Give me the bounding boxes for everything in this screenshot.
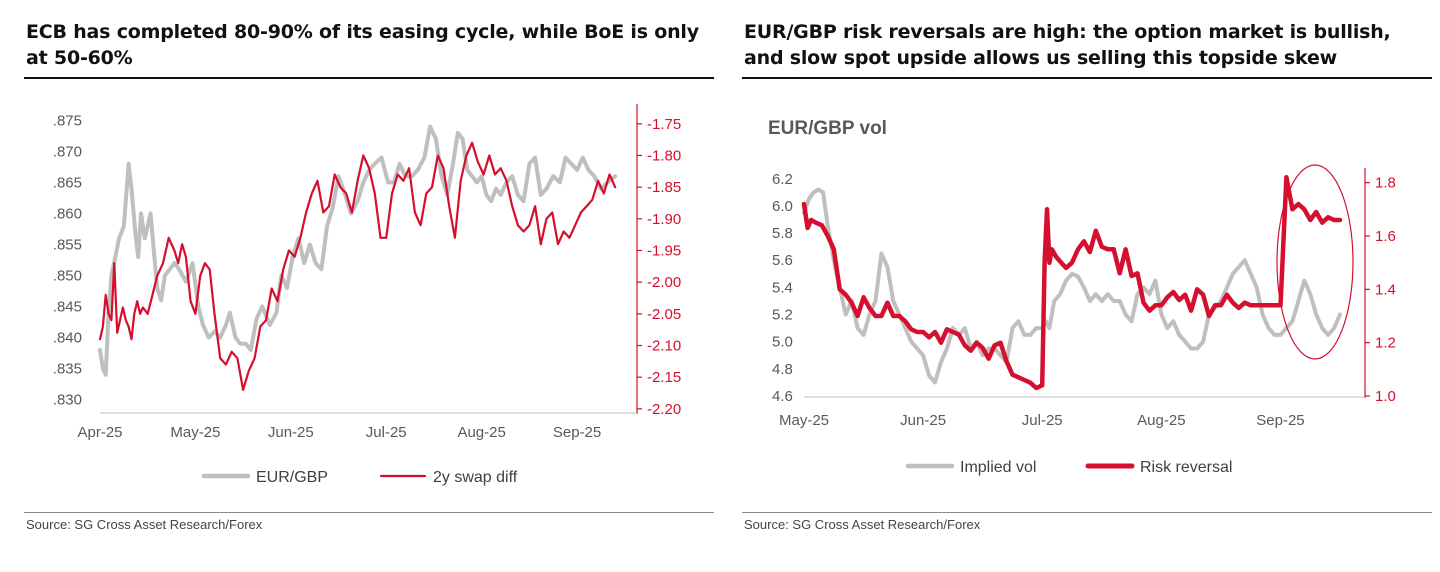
y-left-tick-label: .875 <box>53 112 82 129</box>
y-left-tick-label: 5.0 <box>772 334 793 351</box>
y-right-tick-label: -2.20 <box>647 401 681 418</box>
y-left-tick-label: .865 <box>53 174 82 191</box>
right-chart: EUR/GBP vol 4.6 4.8 5.0 5.2 5.4 5.6 5.8 6.0 6.2 1.… <box>768 118 1396 476</box>
x-tick-label: Sep-25 <box>553 424 601 441</box>
y-right-tick-label: 1.0 <box>1375 388 1396 405</box>
y-left-tick-label: 6.0 <box>772 198 793 215</box>
right-panel: EUR/GBP risk reversals are high: the opt… <box>742 0 1440 572</box>
y-left-tick-label: .860 <box>53 205 82 222</box>
x-tick-label: Aug-25 <box>457 424 505 441</box>
y-right-tick-label: -1.80 <box>647 148 681 165</box>
right-source-note: Source: SG Cross Asset Research/Forex <box>744 517 981 532</box>
x-tick-label: Aug-25 <box>1137 412 1185 429</box>
y-right-tick-label: 1.6 <box>1375 228 1396 245</box>
x-tick-label: May-25 <box>170 424 220 441</box>
right-footer-rule <box>742 512 1432 513</box>
x-tick-label: Jul-25 <box>366 424 407 441</box>
series-line-implied-vol <box>802 187 1342 385</box>
y-right-tick-label: -2.00 <box>647 274 681 291</box>
y-left-tick-label: .840 <box>53 330 82 347</box>
x-tick-label: Jul-25 <box>1022 412 1063 429</box>
x-tick-label: Sep-25 <box>1256 412 1304 429</box>
y-left-tick-label: .850 <box>53 268 82 285</box>
right-headline-rule <box>742 77 1432 79</box>
left-source-note: Source: SG Cross Asset Research/Forex <box>26 517 263 532</box>
y-left-tick-label: .845 <box>53 299 82 316</box>
x-tick-label: Jun-25 <box>900 412 946 429</box>
y-left-tick-label: 5.6 <box>772 252 793 269</box>
y-left-tick-label: 4.8 <box>772 361 793 378</box>
y-right-tick-label: -1.90 <box>647 211 681 228</box>
y-right-tick-label: 1.2 <box>1375 335 1396 352</box>
legend-label: 2y swap diff <box>433 469 518 486</box>
highlight-ellipse <box>1276 164 1354 360</box>
chart-title: EUR/GBP vol <box>768 118 887 139</box>
y-left-tick-label: 5.8 <box>772 225 793 242</box>
x-tick-label: Apr-25 <box>77 424 122 441</box>
y-left-tick-label: 5.2 <box>772 307 793 324</box>
y-left-tick-label: 5.4 <box>772 279 793 296</box>
x-tick-label: May-25 <box>779 412 829 429</box>
left-headline-rule <box>24 77 714 79</box>
y-left-tick-label: 4.6 <box>772 388 793 405</box>
y-left-tick-label: 6.2 <box>772 171 793 188</box>
right-headline: EUR/GBP risk reversals are high: the opt… <box>744 21 1391 69</box>
y-right-tick-label: 1.4 <box>1375 281 1396 298</box>
series-line-eur-gbp <box>98 124 618 377</box>
x-tick-label: Jun-25 <box>268 424 314 441</box>
y-left-tick-label: .830 <box>53 392 82 409</box>
y-right-tick-label: -2.15 <box>647 369 681 386</box>
y-left-tick-label: .870 <box>53 143 82 160</box>
y-right-tick-label: -1.75 <box>647 116 681 133</box>
legend-label: Risk reversal <box>1140 459 1232 476</box>
legend-label: EUR/GBP <box>256 469 328 486</box>
y-right-tick-label: -1.95 <box>647 243 681 260</box>
left-headline: ECB has completed 80-90% of its easing c… <box>26 21 699 69</box>
y-right-tick-label: -1.85 <box>647 179 681 196</box>
left-footer-rule <box>24 512 714 513</box>
left-panel: ECB has completed 80-90% of its easing c… <box>24 0 724 572</box>
series-line-risk-reversal <box>801 175 1343 391</box>
left-chart: .830 .835 .840 .845 .850 .855 .860 .865 .870 .875… <box>53 104 681 486</box>
y-left-tick-label: .855 <box>53 236 82 253</box>
y-right-tick-label: 1.8 <box>1375 175 1396 192</box>
series-line-2y-swap-diff <box>98 141 617 391</box>
legend-label: Implied vol <box>960 459 1036 476</box>
y-right-tick-label: -2.10 <box>647 338 681 355</box>
y-right-tick-label: -2.05 <box>647 306 681 323</box>
y-left-tick-label: .835 <box>53 361 82 378</box>
